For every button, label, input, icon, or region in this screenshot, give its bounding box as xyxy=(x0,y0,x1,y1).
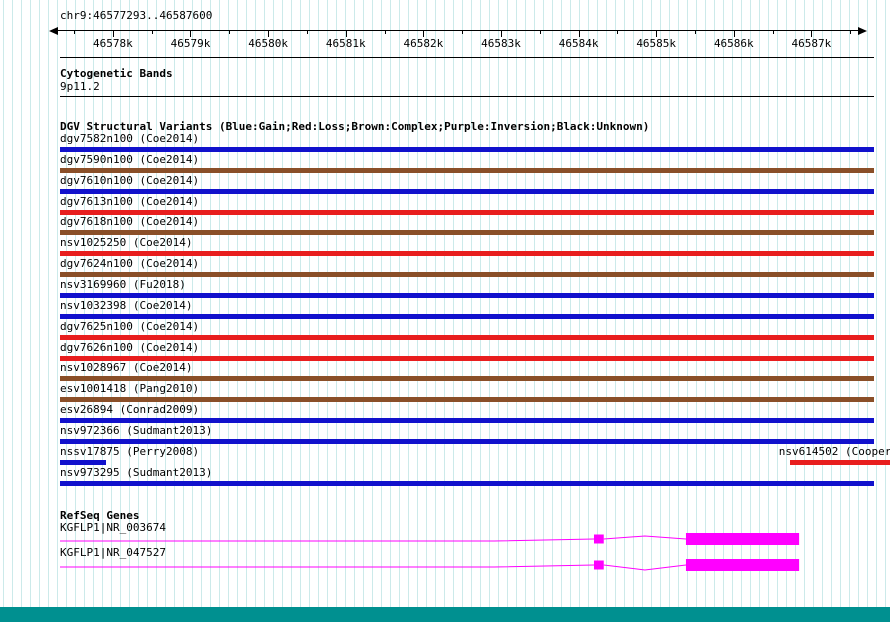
separator-line xyxy=(60,96,874,97)
variant-label[interactable]: dgv7624n100 (Coe2014) xyxy=(60,257,200,271)
variant-label[interactable]: esv1001418 (Pang2010) xyxy=(60,382,200,396)
ruler-minor-tick xyxy=(772,31,774,34)
gene-label[interactable]: KGFLP1|NR_047527 xyxy=(60,546,166,559)
gene-exon[interactable] xyxy=(685,533,800,545)
variant-bar[interactable] xyxy=(60,167,874,173)
variant-bar[interactable] xyxy=(60,272,874,278)
ruler-tick-label: 46582k xyxy=(403,37,444,50)
gene-exon[interactable] xyxy=(593,534,604,544)
gene-intron-line xyxy=(60,538,594,542)
variant-label[interactable]: esv26894 (Conrad2009) xyxy=(60,403,200,417)
variant-label[interactable]: nssv17875 (Perry2008) xyxy=(60,444,200,458)
gene-glyph[interactable] xyxy=(60,555,890,575)
ruler-major-tick xyxy=(268,31,270,37)
variant-bar[interactable] xyxy=(60,209,874,215)
variant-label[interactable]: dgv7626n100 (Coe2014) xyxy=(60,340,200,354)
ruler-minor-tick xyxy=(306,31,308,34)
variant-bar[interactable] xyxy=(60,397,874,403)
variant-bar[interactable] xyxy=(60,147,874,152)
gene-label[interactable]: KGFLP1|NR_003674 xyxy=(60,521,166,534)
variant-label[interactable]: dgv7582n100 (Coe2014) xyxy=(60,132,200,145)
ruler-minor-tick xyxy=(384,31,386,34)
ruler-tick-label: 46587k xyxy=(791,37,832,50)
ruler-major-tick xyxy=(733,31,735,37)
ruler-tick-label: 46583k xyxy=(481,37,521,50)
variant-label[interactable]: dgv7590n100 (Coe2014) xyxy=(60,152,200,166)
variant-bar[interactable] xyxy=(60,230,874,236)
variant-bar[interactable] xyxy=(60,418,874,424)
ruler-tick-label: 46578k xyxy=(93,37,133,50)
variant-bar[interactable] xyxy=(60,313,874,319)
variant-label[interactable]: dgv7610n100 (Coe2014) xyxy=(60,173,200,187)
ruler-tick-label: 46585k xyxy=(636,37,677,50)
gene-exon[interactable] xyxy=(685,559,800,571)
variant-label[interactable]: nsv3169960 (Fu2018) xyxy=(60,277,186,291)
footer-bar xyxy=(0,607,890,622)
ruler-minor-tick xyxy=(850,31,852,34)
ruler-minor-tick xyxy=(695,31,696,34)
ruler-major-tick xyxy=(811,31,813,37)
ruler-tick-label: 46579k xyxy=(170,37,211,50)
cytoband-label: 9p11.2 xyxy=(60,80,100,93)
variant-bar[interactable] xyxy=(60,188,874,194)
variant-bar[interactable] xyxy=(790,459,890,465)
region-position-label: chr9:46577293..46587600 xyxy=(60,9,213,22)
ruler-major-tick xyxy=(578,31,580,37)
variant-label[interactable]: dgv7618n100 (Coe2014) xyxy=(60,215,200,229)
cytoband-section-title: Cytogenetic Bands xyxy=(60,67,173,80)
variant-bar[interactable] xyxy=(60,334,874,340)
ruler-tick-label: 46581k xyxy=(325,37,366,50)
variant-label[interactable]: dgv7625n100 (Coe2014) xyxy=(60,319,200,333)
ruler-minor-tick xyxy=(229,31,231,34)
variant-bar[interactable] xyxy=(60,376,874,382)
ruler-major-tick xyxy=(112,31,114,37)
ruler-major-tick xyxy=(345,31,347,37)
ruler-major-tick xyxy=(190,31,192,37)
ruler-minor-tick xyxy=(151,31,153,34)
refseq-section-title: RefSeq Genes xyxy=(60,509,140,522)
ruler-minor-tick xyxy=(539,31,541,34)
ruler-tick-label: 46580k xyxy=(248,37,288,50)
separator-line xyxy=(60,57,874,58)
gene-intron-line xyxy=(60,564,594,568)
variant-bar[interactable] xyxy=(60,480,874,486)
gene-glyph[interactable] xyxy=(60,529,890,549)
ruler-major-tick xyxy=(500,31,502,37)
variant-label[interactable]: nsv973295 (Sudmant2013) xyxy=(60,465,213,479)
variant-bar[interactable] xyxy=(60,355,874,361)
ruler-minor-tick xyxy=(462,31,464,34)
ruler-right-arrow-icon xyxy=(858,27,867,35)
variant-bar[interactable] xyxy=(60,459,106,465)
variant-bar[interactable] xyxy=(60,251,874,257)
variant-bar[interactable] xyxy=(60,438,874,444)
ruler-tick-label: 46584k xyxy=(558,37,599,50)
variant-label[interactable]: nsv1025250 (Coe2014) xyxy=(60,236,193,250)
gene-intron-line xyxy=(603,535,687,540)
dgv-section-title: DGV Structural Variants (Blue:Gain;Red:L… xyxy=(60,120,650,133)
variant-label[interactable]: nsv1028967 (Coe2014) xyxy=(60,361,193,375)
variant-label[interactable]: nsv1032398 (Coe2014) xyxy=(60,298,193,312)
variant-bar[interactable] xyxy=(60,292,874,298)
gene-exon[interactable] xyxy=(593,560,604,570)
ruler-tick-label: 46586k xyxy=(713,37,754,50)
ruler-minor-tick xyxy=(74,31,76,34)
variant-label[interactable]: nsv972366 (Sudmant2013) xyxy=(60,423,213,437)
ruler-minor-tick xyxy=(617,31,619,34)
ruler-left-arrow-icon xyxy=(49,27,58,35)
ruler-line xyxy=(58,30,858,31)
variant-label[interactable]: nsv614502 (Cooper2 xyxy=(778,444,890,458)
gene-intron-line xyxy=(603,564,687,571)
ruler-major-tick xyxy=(423,31,425,37)
grid-background xyxy=(0,0,890,607)
ruler-major-tick xyxy=(656,31,658,37)
variant-label[interactable]: dgv7613n100 (Coe2014) xyxy=(60,194,200,208)
